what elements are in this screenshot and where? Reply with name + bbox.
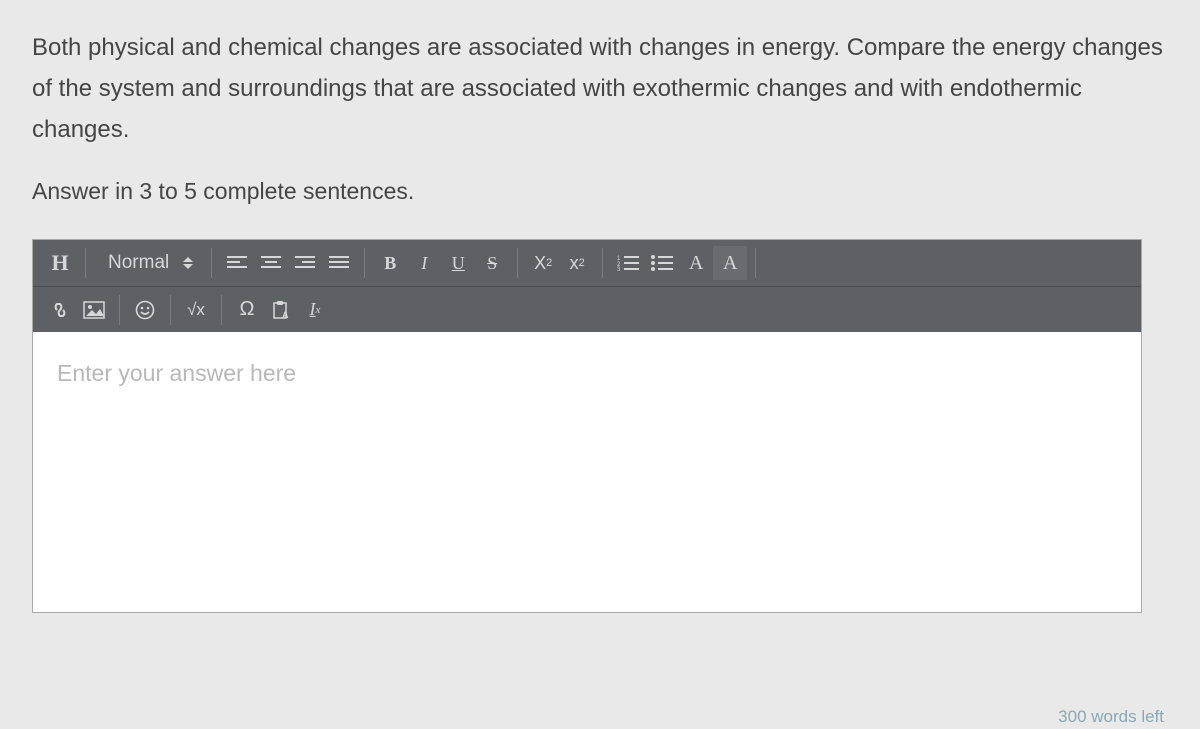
font-color-label: A — [689, 252, 703, 275]
word-limit-hint: 300 words left — [1058, 707, 1164, 727]
toolbar-separator — [85, 248, 86, 278]
superscript-button[interactable]: x2 — [560, 246, 594, 280]
toolbar-separator — [755, 248, 756, 278]
toolbar-separator — [119, 295, 120, 325]
subscript-button[interactable]: X2 — [526, 246, 560, 280]
toolbar-separator — [221, 295, 222, 325]
svg-text:3: 3 — [617, 267, 621, 271]
svg-text:A: A — [282, 310, 289, 320]
subscript-label: X — [534, 253, 546, 274]
superscript-sup: 2 — [579, 257, 585, 269]
align-right-icon — [295, 255, 315, 271]
toolbar-row-2: √x Ω A Ix — [33, 286, 1141, 332]
bold-button[interactable]: B — [373, 246, 407, 280]
font-color-button[interactable]: A — [679, 246, 713, 280]
toolbar-separator — [211, 248, 212, 278]
strikethrough-button[interactable]: S — [475, 246, 509, 280]
clear-format-button[interactable]: Ix — [298, 293, 332, 327]
toolbar-separator — [364, 248, 365, 278]
emoji-icon — [135, 300, 155, 320]
align-left-icon — [227, 255, 247, 271]
question-instruction: Answer in 3 to 5 complete sentences. — [32, 178, 1168, 205]
image-button[interactable] — [77, 293, 111, 327]
align-justify-button[interactable] — [322, 246, 356, 280]
link-icon — [49, 301, 71, 319]
image-icon — [83, 301, 105, 319]
editor-placeholder: Enter your answer here — [57, 360, 296, 386]
toolbar-separator — [517, 248, 518, 278]
align-center-icon — [261, 255, 281, 271]
clear-format-sub: x — [316, 304, 321, 316]
math-button[interactable]: √x — [179, 293, 213, 327]
ordered-list-icon: 123 — [617, 255, 639, 271]
toolbar-separator — [170, 295, 171, 325]
paragraph-style-select[interactable]: Normal — [94, 252, 179, 274]
paste-button[interactable]: A — [264, 293, 298, 327]
highlight-button[interactable]: A — [713, 246, 747, 280]
emoji-button[interactable] — [128, 293, 162, 327]
ordered-list-button[interactable]: 123 — [611, 246, 645, 280]
special-char-button[interactable]: Ω — [230, 293, 264, 327]
editor-textarea[interactable]: Enter your answer here — [33, 332, 1141, 612]
clipboard-icon: A — [271, 300, 291, 320]
editor-toolbar: H Normal B I U S — [33, 240, 1141, 332]
toolbar-separator — [602, 248, 603, 278]
underline-button[interactable]: U — [441, 246, 475, 280]
italic-button[interactable]: I — [407, 246, 441, 280]
align-center-button[interactable] — [254, 246, 288, 280]
superscript-label: x — [570, 253, 579, 274]
heading-button[interactable]: H — [43, 246, 77, 280]
align-left-button[interactable] — [220, 246, 254, 280]
unordered-list-button[interactable] — [645, 246, 679, 280]
question-prompt: Both physical and chemical changes are a… — [32, 28, 1168, 150]
style-select-caret[interactable] — [179, 257, 203, 269]
unordered-list-icon — [651, 255, 673, 271]
align-justify-icon — [329, 255, 349, 271]
link-button[interactable] — [43, 293, 77, 327]
toolbar-row-1: H Normal B I U S — [33, 240, 1141, 286]
subscript-sub: 2 — [546, 257, 552, 269]
align-right-button[interactable] — [288, 246, 322, 280]
rich-text-editor: H Normal B I U S — [32, 239, 1142, 613]
highlight-label: A — [723, 252, 737, 275]
